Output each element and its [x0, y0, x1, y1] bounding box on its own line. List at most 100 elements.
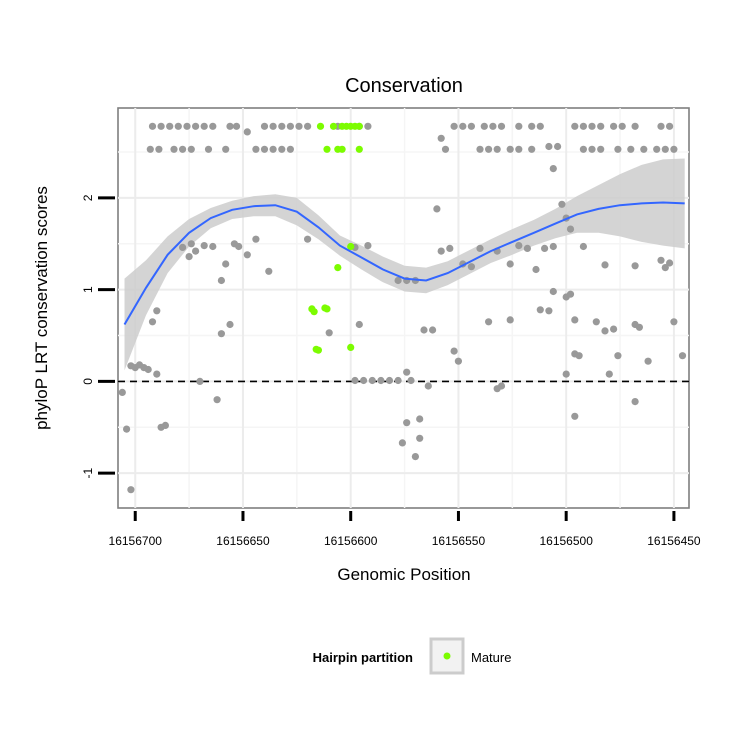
point-other — [446, 244, 454, 252]
smooth-line-layer — [123, 201, 685, 326]
point-other — [209, 242, 217, 251]
point-other — [554, 142, 562, 151]
point-other — [187, 240, 195, 248]
y-tick-label: 1 — [81, 286, 95, 293]
point-mature — [355, 122, 363, 130]
point-other — [286, 122, 294, 130]
y-tick-label: 0 — [81, 378, 95, 385]
point-other — [627, 145, 635, 153]
point-mature — [347, 242, 355, 251]
point-other — [364, 242, 372, 250]
point-other — [597, 145, 605, 153]
point-other — [493, 145, 501, 153]
point-other — [467, 263, 475, 271]
point-other — [476, 244, 484, 252]
plot-panel — [117, 107, 690, 509]
point-other — [252, 235, 260, 243]
point-other — [661, 145, 669, 153]
point-other — [170, 145, 178, 153]
point-other — [653, 145, 661, 153]
point-other — [506, 260, 514, 268]
point-mature — [355, 145, 363, 153]
point-other — [269, 122, 277, 130]
point-other — [614, 352, 622, 360]
point-mature — [347, 343, 355, 351]
point-other — [523, 244, 532, 252]
point-other — [571, 122, 579, 130]
point-other — [226, 122, 234, 130]
point-other — [364, 122, 372, 130]
point-other — [420, 326, 428, 334]
point-other — [506, 316, 514, 324]
point-other — [631, 262, 639, 270]
x-tick-label: 16156650 — [216, 534, 270, 548]
point-other — [407, 376, 415, 385]
chart-title: Conservation — [345, 75, 463, 97]
point-other — [398, 439, 406, 447]
point-other — [678, 352, 687, 360]
point-other — [416, 415, 424, 423]
point-mature — [321, 304, 329, 312]
point-other — [635, 323, 644, 331]
point-other — [631, 398, 639, 406]
point-other — [588, 122, 596, 130]
point-other — [226, 320, 234, 329]
point-other — [411, 453, 419, 461]
point-other — [222, 145, 230, 153]
point-other — [278, 122, 286, 130]
point-mature — [338, 145, 346, 153]
y-tick-label: -1 — [81, 467, 95, 478]
point-other — [558, 200, 566, 208]
point-other — [493, 385, 501, 393]
x-tick-label: 16156550 — [432, 534, 486, 548]
point-other — [260, 145, 269, 153]
point-other — [549, 287, 557, 296]
point-other — [571, 412, 579, 420]
point-other — [179, 243, 187, 251]
point-other — [515, 242, 523, 250]
point-other — [200, 242, 208, 250]
point-other — [610, 122, 618, 130]
point-other — [536, 122, 544, 130]
point-other — [437, 247, 445, 255]
point-other — [532, 265, 540, 274]
point-other — [304, 122, 312, 130]
point-other — [148, 122, 157, 130]
point-other — [631, 122, 639, 130]
point-other — [429, 326, 437, 334]
point-other — [153, 370, 161, 378]
point-other — [528, 122, 536, 130]
x-tick-label: 16156450 — [647, 534, 701, 548]
point-other — [549, 165, 557, 173]
point-other — [614, 145, 622, 153]
point-other — [213, 396, 221, 404]
point-other — [450, 122, 458, 130]
point-other — [192, 247, 200, 255]
point-other — [155, 145, 163, 153]
point-other — [515, 145, 523, 153]
point-other — [123, 425, 131, 433]
point-other — [351, 376, 359, 385]
point-other — [192, 122, 200, 130]
x-axis: 16156700 16156650 16156600 16156550 16156500… — [109, 511, 701, 548]
point-other — [286, 145, 294, 153]
point-mature — [310, 308, 318, 316]
x-axis-title: Genomic Position — [337, 565, 470, 584]
point-other — [597, 122, 605, 130]
point-other — [661, 264, 669, 272]
point-other — [416, 434, 424, 442]
point-other — [153, 307, 161, 315]
point-other — [476, 145, 484, 153]
point-other — [232, 122, 241, 130]
point-other — [187, 145, 195, 153]
point-other — [549, 242, 557, 251]
point-other — [485, 145, 493, 153]
confidence-ribbon-layer — [124, 158, 685, 371]
point-other — [592, 318, 600, 326]
point-other — [394, 276, 402, 285]
point-mature — [334, 264, 342, 272]
point-other — [157, 423, 165, 431]
point-other — [571, 316, 579, 324]
point-other — [278, 145, 286, 153]
